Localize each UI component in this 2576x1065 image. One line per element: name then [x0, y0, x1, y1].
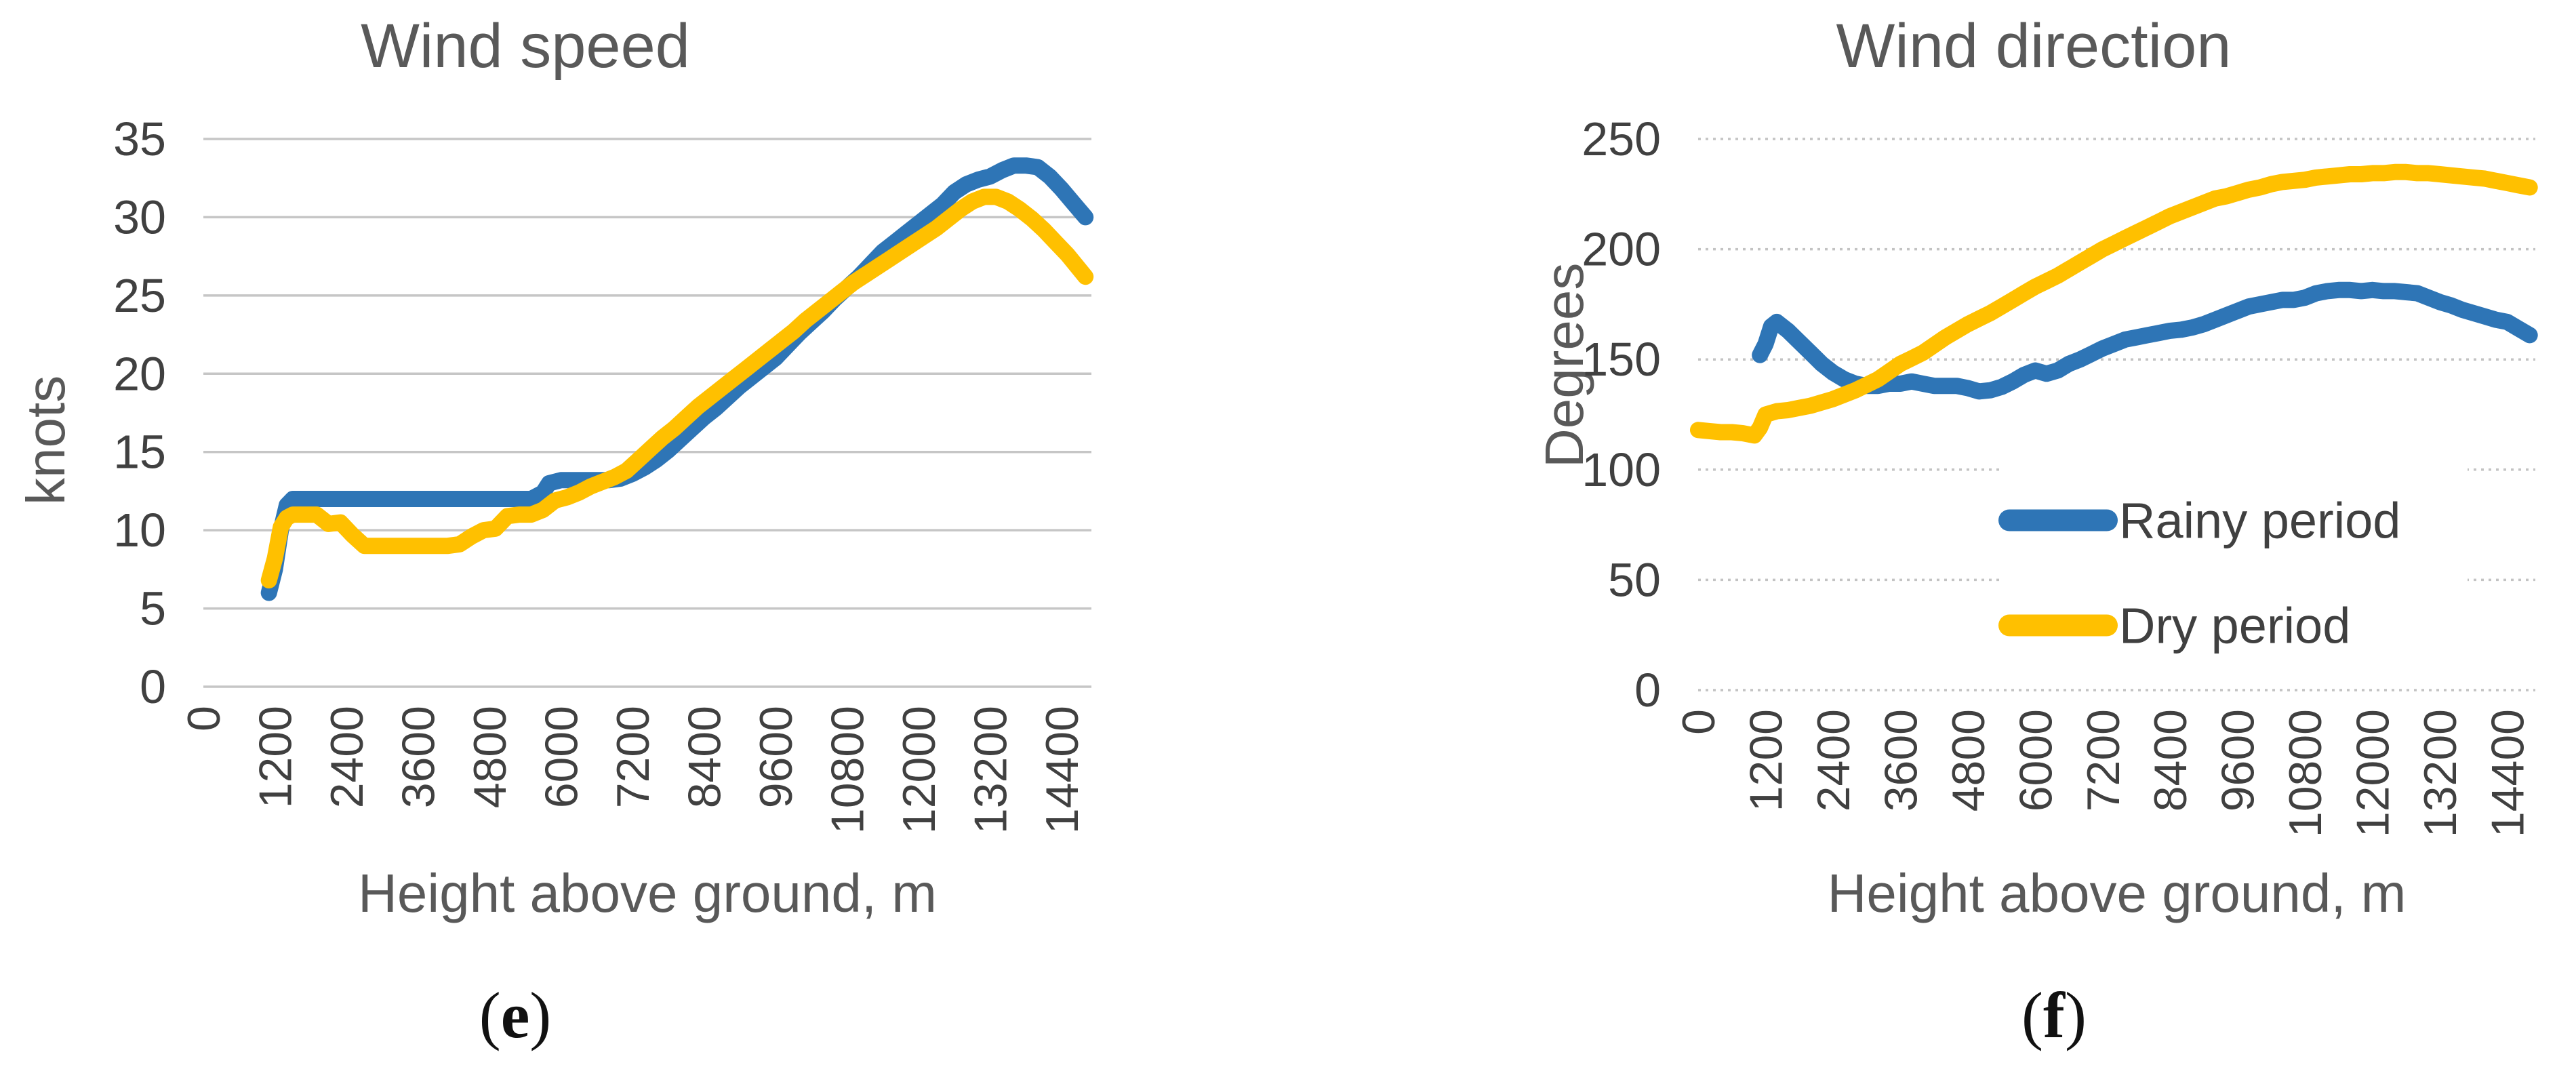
series-line-dry-period	[260, 188, 1094, 588]
svg-text:2400: 2400	[1808, 709, 1859, 811]
svg-text:14400: 14400	[2482, 709, 2534, 837]
svg-text:150: 150	[1582, 333, 1661, 386]
svg-text:3600: 3600	[1875, 709, 1927, 811]
svg-text:7200: 7200	[2078, 709, 2129, 811]
series-line-rainy-period	[260, 157, 1094, 601]
svg-text:10800: 10800	[2280, 709, 2331, 837]
svg-text:200: 200	[1582, 223, 1661, 276]
x-tick-labels: 0 1200 2400 3600 4800 6000 7200 8400 9600 10800 12…	[1673, 709, 2534, 837]
chart-title-wind-speed: Wind speed	[361, 12, 690, 81]
svg-text:25: 25	[113, 269, 166, 322]
caption-e: (e)	[203, 978, 827, 1053]
svg-text:10: 10	[113, 504, 166, 557]
x-tick-labels: 0 1200 2400 3600 4800 6000 7200 8400 9600 10800 12…	[178, 706, 1088, 834]
svg-text:8400: 8400	[2145, 709, 2196, 811]
svg-text:1200: 1200	[1740, 709, 1792, 811]
svg-text:0: 0	[1673, 709, 1725, 735]
svg-text:100: 100	[1582, 443, 1661, 496]
svg-text:2400: 2400	[321, 706, 373, 808]
svg-text:0: 0	[178, 706, 230, 731]
svg-text:20: 20	[113, 347, 166, 400]
svg-text:1200: 1200	[250, 706, 302, 808]
wind-speed-panel: Wind speed knots 0 5 10 15 20 25 30 35 0 1200 2400…	[16, 12, 1094, 1053]
legend: Rainy period Dry period	[1998, 468, 2468, 678]
svg-text:0: 0	[1634, 664, 1661, 717]
wind-speed-chart: 0 5 10 15 20 25 30 35 0 1200 2400 3600 4800 6000 7200 8…	[113, 113, 1094, 834]
caption-paren-open: (	[479, 979, 501, 1051]
svg-text:4800: 4800	[464, 706, 516, 808]
svg-text:12000: 12000	[893, 706, 945, 834]
svg-text:3600: 3600	[393, 706, 445, 808]
wind-direction-panel: Wind direction Degrees 0 50 100 150 200 250 0 1…	[1288, 0, 2576, 1065]
svg-text:0: 0	[140, 660, 166, 713]
chart-title-wind-direction: Wind direction	[1836, 12, 2232, 81]
svg-text:35: 35	[113, 113, 166, 165]
svg-text:8400: 8400	[679, 706, 731, 808]
svg-text:13200: 13200	[965, 706, 1017, 834]
legend-label-rainy-period: Rainy period	[2119, 493, 2400, 549]
svg-text:14400: 14400	[1037, 706, 1088, 834]
svg-text:5: 5	[140, 582, 166, 635]
y-tick-labels: 0 50 100 150 200 250	[1582, 113, 1661, 717]
svg-text:6000: 6000	[2010, 709, 2061, 811]
svg-text:50: 50	[1608, 553, 1661, 606]
svg-text:250: 250	[1582, 113, 1661, 165]
series-line-dry-period	[1690, 163, 2538, 444]
caption-paren-close: )	[2064, 979, 2087, 1051]
svg-text:15: 15	[113, 426, 166, 479]
y-tick-labels: 0 5 10 15 20 25 30 35	[113, 113, 166, 713]
svg-text:4800: 4800	[1943, 709, 1994, 811]
svg-text:7200: 7200	[607, 706, 659, 808]
caption-letter: f	[2043, 979, 2065, 1051]
svg-text:9600: 9600	[750, 706, 802, 808]
svg-text:13200: 13200	[2415, 709, 2466, 837]
svg-text:30: 30	[113, 190, 166, 243]
x-axis-title-height: Height above ground, m	[1827, 863, 2407, 923]
svg-text:6000: 6000	[536, 706, 588, 808]
svg-text:10800: 10800	[822, 706, 874, 834]
svg-text:12000: 12000	[2348, 709, 2399, 837]
legend-background	[2000, 468, 2468, 678]
svg-text:9600: 9600	[2213, 709, 2264, 811]
caption-letter: e	[500, 979, 530, 1051]
caption-f: (f)	[1715, 978, 2393, 1053]
caption-paren-close: )	[529, 979, 552, 1051]
caption-paren-open: (	[2021, 979, 2044, 1051]
x-axis-title-height: Height above ground, m	[358, 863, 937, 923]
wind-direction-chart: 0 50 100 150 200 250 0 1200 2400 3600 4800 6000 7200…	[1582, 113, 2538, 837]
legend-label-dry-period: Dry period	[2119, 598, 2350, 654]
